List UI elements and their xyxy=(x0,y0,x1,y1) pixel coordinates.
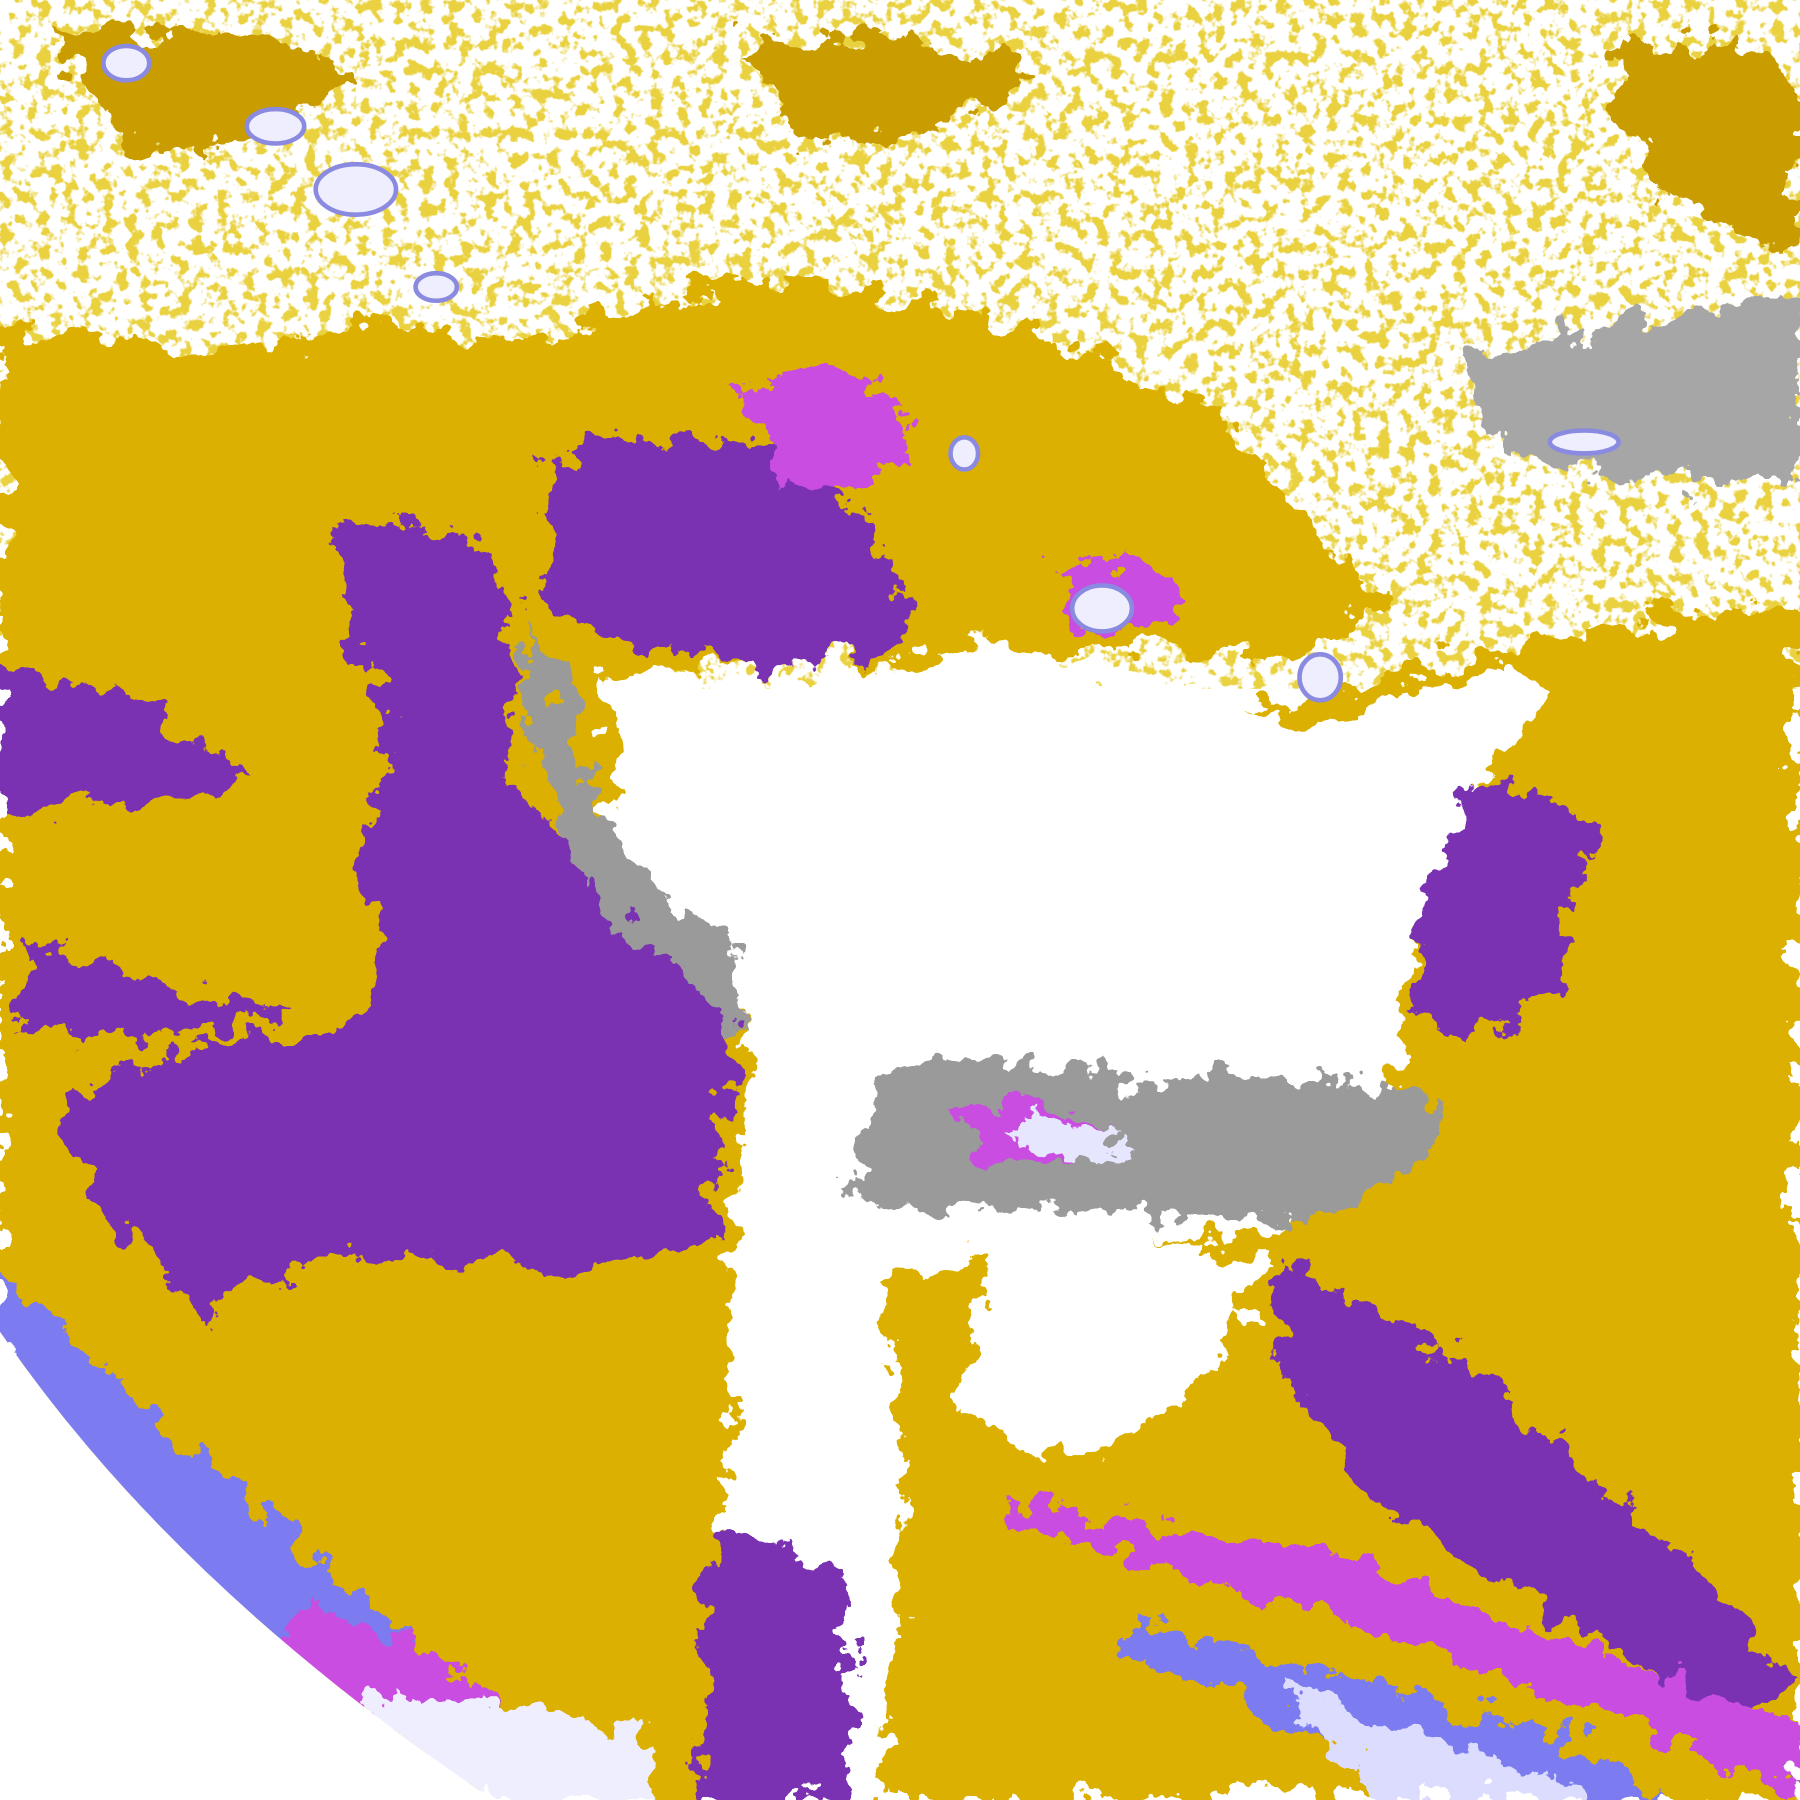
cell xyxy=(1069,583,1135,634)
cloud-layers xyxy=(0,27,1800,1800)
mid-cloud xyxy=(1446,298,1800,483)
cell xyxy=(101,43,152,83)
stratocumulus xyxy=(1411,785,1585,1029)
mid-cloud xyxy=(516,619,747,1034)
cell xyxy=(244,106,307,146)
cell xyxy=(313,161,399,217)
mid-cloud xyxy=(849,1063,1447,1217)
stratocumulus xyxy=(539,436,907,664)
stratocumulus xyxy=(688,1533,850,1800)
cell xyxy=(948,435,981,472)
cell xyxy=(1297,652,1344,703)
clear-land xyxy=(608,642,1550,1068)
deep-convection xyxy=(1010,1503,1800,1791)
convective-cells xyxy=(101,43,1621,703)
frontal-band-east xyxy=(1010,1503,1800,1800)
cell xyxy=(1547,428,1621,456)
cirrus xyxy=(1010,1124,1125,1154)
high-cloud xyxy=(1125,1618,1654,1800)
stratocumulus xyxy=(1274,1262,1791,1711)
cell xyxy=(413,270,460,304)
low-cloud xyxy=(45,27,1800,253)
stratocumulus xyxy=(0,665,287,1041)
deep-convection xyxy=(746,369,1194,630)
cirrus xyxy=(1285,1687,1608,1800)
stratocumulus xyxy=(57,523,735,1321)
clear-land xyxy=(964,1232,1263,1454)
